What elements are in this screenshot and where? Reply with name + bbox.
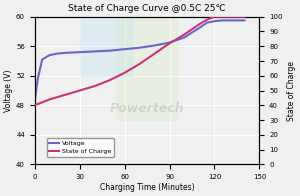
Y-axis label: State of Charge: State of Charge: [287, 61, 296, 121]
Text: Powertech: Powertech: [110, 102, 184, 115]
Bar: [80, 2, 132, 76]
Bar: [117, 17, 177, 120]
Legend: Voltage, State of Charge: Voltage, State of Charge: [47, 138, 113, 157]
Title: State of Charge Curve @0.5C 25℃: State of Charge Curve @0.5C 25℃: [68, 4, 226, 13]
X-axis label: Charging Time (Minutes): Charging Time (Minutes): [100, 183, 194, 192]
Y-axis label: Voltage (V): Voltage (V): [4, 69, 13, 112]
